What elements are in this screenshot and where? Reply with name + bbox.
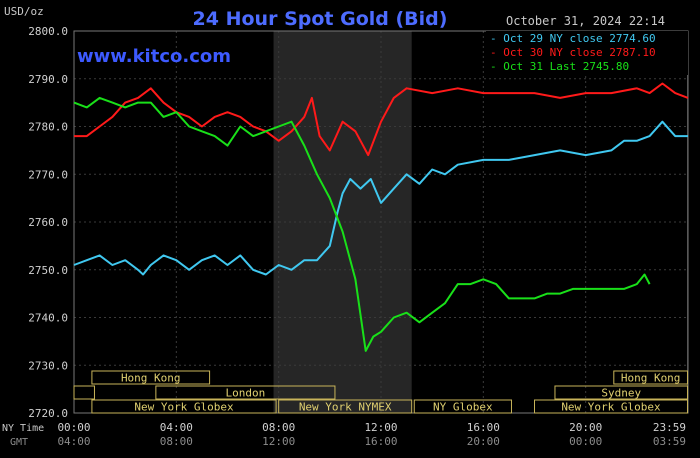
market-session-bar [73, 385, 95, 400]
y-tick-label: 2740.0 [28, 312, 68, 325]
price-series [73, 82, 689, 352]
x-tick-label-gmt: 08:00 [160, 435, 193, 448]
x-tick-label-ny: 04:00 [160, 421, 193, 434]
y-axis-label: USD/oz [4, 5, 44, 18]
x-tick-label-ny: 12:00 [364, 421, 397, 434]
ny-time-row-label: NY Time [2, 423, 44, 434]
legend-entry: - Oct 29 NY close 2774.60 [490, 32, 656, 45]
x-tick-label-ny: 16:00 [467, 421, 500, 434]
x-tick-label-gmt: 16:00 [364, 435, 397, 448]
y-tick-label: 2760.0 [28, 216, 68, 229]
series-line-3 [73, 96, 651, 352]
y-tick-label: 2790.0 [28, 73, 68, 86]
x-tick-label-gmt: 04:00 [57, 435, 90, 448]
y-tick-label: 2720.0 [28, 407, 68, 420]
market-session-label: NY Globex [433, 401, 493, 414]
x-tick-label-gmt: 20:00 [467, 435, 500, 448]
market-session-label: New York Globex [134, 401, 234, 414]
y-tick-label: 2770.0 [28, 168, 68, 181]
kitco-watermark: www.kitco.com [77, 46, 231, 67]
x-tick-label-gmt: 12:00 [262, 435, 295, 448]
market-session-bar [155, 385, 336, 400]
legend-box [486, 31, 688, 75]
chart-date-time: October 31, 2024 22:14 [506, 14, 665, 28]
x-tick-label-ny: 20:00 [569, 421, 602, 434]
market-session-label: New York Globex [561, 401, 661, 414]
x-axis-ticks: 00:0004:0004:0008:0008:0012:0012:0016:00… [57, 421, 686, 448]
legend-entry: - Oct 31 Last 2745.80 [490, 60, 629, 73]
market-session-label: London [226, 387, 266, 400]
market-session-label: Hong Kong [621, 372, 681, 385]
legend: - Oct 29 NY close 2774.60- Oct 30 NY clo… [486, 31, 688, 75]
x-tick-label-ny: 00:00 [57, 421, 90, 434]
market-session-bar [91, 370, 211, 385]
gmt-row-label: GMT [10, 437, 28, 448]
legend-entry: - Oct 30 NY close 2787.10 [490, 46, 656, 59]
y-tick-label: 2730.0 [28, 359, 68, 372]
market-session-bar [613, 370, 688, 385]
market-session-bar [91, 399, 277, 414]
market-session-label: Sydney [601, 387, 641, 400]
x-tick-label-ny: 23:59 [653, 421, 686, 434]
x-tick-label-ny: 08:00 [262, 421, 295, 434]
y-tick-label: 2800.0 [28, 25, 68, 38]
y-axis-ticks: 2720.0 2730.0 2740.0 2750.0 2760.0 2770.0 2780… [28, 25, 68, 420]
nymex-shaded-period [273, 31, 412, 413]
market-session-bar [554, 385, 688, 400]
market-session-bar [534, 399, 688, 414]
series-line-2 [74, 82, 689, 157]
x-tick-label-gmt: 03:59 [653, 435, 686, 448]
chart-title: 24 Hour Spot Gold (Bid) [193, 8, 448, 30]
market-session-label: Hong Kong [121, 372, 181, 385]
y-tick-label: 2780.0 [28, 121, 68, 134]
series-line-1 [73, 120, 688, 276]
y-tick-label: 2750.0 [28, 264, 68, 277]
market-session-bar [413, 399, 512, 414]
market-session-label: New York NYMEX [299, 401, 392, 414]
market-session-bar [278, 399, 413, 414]
x-tick-label-gmt: 00:00 [569, 435, 602, 448]
